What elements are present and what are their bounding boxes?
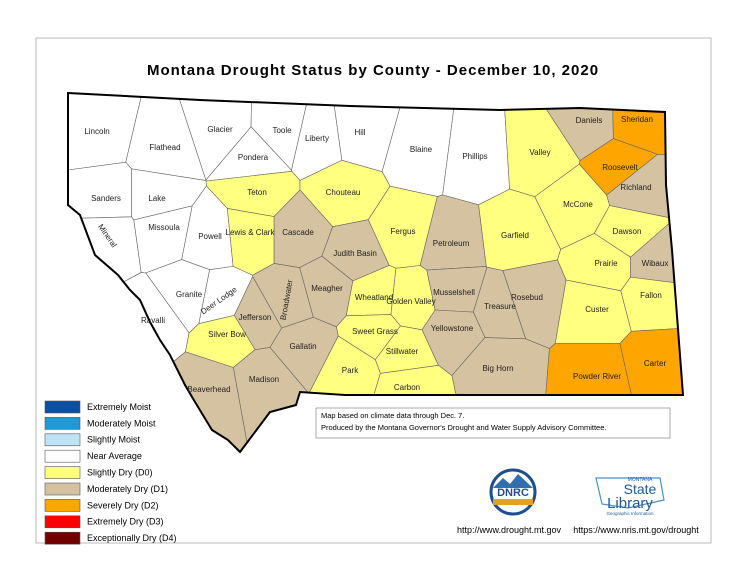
legend-swatch bbox=[44, 400, 81, 414]
county-label: Yellowstone bbox=[431, 324, 474, 333]
county-label: Wheatland bbox=[355, 293, 393, 302]
dnrc-logo: DNRC bbox=[489, 468, 537, 516]
county bbox=[545, 343, 632, 396]
county-label: Custer bbox=[585, 305, 609, 314]
county-label: Big Horn bbox=[482, 364, 513, 373]
county-label: Sheridan bbox=[621, 115, 653, 124]
legend-label: Slightly Dry (D0) bbox=[87, 467, 153, 477]
map-title: Montana Drought Status by County - Decem… bbox=[147, 62, 599, 79]
county-label: Jefferson bbox=[239, 313, 272, 322]
county-label: Silver Bow bbox=[208, 330, 246, 339]
legend-label: Extremely Dry (D3) bbox=[87, 517, 164, 527]
county-label: Meagher bbox=[311, 284, 343, 293]
county-label: Dawson bbox=[613, 227, 642, 236]
legend-swatch bbox=[44, 531, 81, 545]
state-outline bbox=[67, 91, 685, 454]
counties bbox=[67, 91, 685, 454]
county-label: Fallon bbox=[640, 291, 662, 300]
county-label: Golden Valley bbox=[386, 297, 435, 306]
county-label: Valley bbox=[529, 148, 550, 157]
legend-label: Moderately Moist bbox=[87, 418, 156, 428]
county-label: Sweet Grass bbox=[352, 327, 398, 336]
county-label: Lewis & Clark bbox=[226, 228, 276, 237]
county-label: Sanders bbox=[91, 194, 121, 203]
county-label: Madison bbox=[249, 375, 279, 384]
legend-swatch bbox=[44, 433, 81, 447]
logo-band bbox=[493, 499, 533, 505]
county-label: Liberty bbox=[305, 134, 329, 143]
county-label: Glacier bbox=[207, 125, 233, 134]
legend-swatch bbox=[44, 499, 81, 512]
county-label: Park bbox=[342, 366, 359, 375]
note: Produced by the Montana Governor's Droug… bbox=[321, 423, 606, 432]
legend-label: Exceptionally Dry (D4) bbox=[87, 533, 177, 543]
county-label: McCone bbox=[563, 200, 593, 209]
legend-swatch bbox=[44, 482, 81, 496]
legend-label: Extremely Moist bbox=[87, 402, 152, 412]
county bbox=[620, 276, 679, 332]
logo-text: Geographic Information bbox=[606, 511, 654, 516]
legend-swatch bbox=[44, 417, 81, 430]
link[interactable]: http://www.drought.mt.gov bbox=[457, 525, 562, 535]
county-label: Powell bbox=[198, 232, 222, 241]
county-label: Phillips bbox=[462, 152, 487, 161]
county-label: Lincoln bbox=[84, 127, 109, 136]
county-label: Pondera bbox=[238, 153, 269, 162]
legend-label: Slightly Moist bbox=[87, 435, 141, 445]
county-label: Lake bbox=[148, 194, 166, 203]
county-label: Petroleum bbox=[433, 239, 470, 248]
note-box bbox=[315, 407, 671, 439]
library-logo: MONTANA State Library Geographic Informa… bbox=[595, 477, 665, 516]
note: Map based on climate data through Dec. 7… bbox=[321, 411, 464, 420]
legend-swatch bbox=[44, 515, 81, 529]
county bbox=[227, 208, 275, 276]
county-label: Toole bbox=[272, 126, 292, 135]
county-label: Rosebud bbox=[511, 293, 543, 302]
county-label: Roosevelt bbox=[602, 163, 638, 172]
county-label: Chouteau bbox=[326, 188, 361, 197]
county-label: Wibaux bbox=[642, 259, 669, 268]
legend-swatch bbox=[44, 449, 81, 463]
county-label: Treasure bbox=[484, 302, 516, 311]
legend-swatch bbox=[44, 466, 81, 479]
logo-text: DNRC bbox=[497, 487, 529, 499]
county-label: Ravalli bbox=[141, 316, 165, 325]
county-label: Carbon bbox=[394, 383, 420, 392]
county-label: Flathead bbox=[149, 143, 180, 152]
county-label: Missoula bbox=[148, 223, 180, 232]
logo-mountain bbox=[493, 474, 533, 488]
county-label: Gallatin bbox=[289, 342, 316, 351]
county-label: Stillwater bbox=[386, 347, 419, 356]
county-label: Cascade bbox=[282, 228, 314, 237]
legend-label: Severely Dry (D2) bbox=[87, 500, 159, 510]
link[interactable]: https://www.nris.mt.gov/drought bbox=[573, 525, 699, 535]
county-label: Musselshell bbox=[433, 288, 475, 297]
county-labels: Lincoln Flathead Glacier Toole Liberty Hill Bl… bbox=[84, 115, 668, 394]
logo-text: State bbox=[624, 481, 657, 497]
logo-text: MONTANA bbox=[628, 477, 653, 483]
legend-label: Near Average bbox=[87, 451, 142, 461]
logo-text: Library bbox=[607, 495, 653, 512]
county-label: Garfield bbox=[501, 231, 529, 240]
county-label: Blaine bbox=[410, 145, 433, 154]
county bbox=[67, 161, 132, 219]
county-label: Fergus bbox=[391, 227, 416, 236]
legend-label: Moderately Dry (D1) bbox=[87, 484, 168, 494]
county-label: Granite bbox=[176, 290, 203, 299]
county-label: Judith Basin bbox=[333, 249, 377, 258]
county-label: Hill bbox=[354, 128, 365, 137]
logo-outline bbox=[595, 477, 665, 509]
county-label: Powder River bbox=[573, 372, 621, 381]
county-label: Prairie bbox=[594, 259, 618, 268]
county-label: Teton bbox=[247, 188, 267, 197]
county-label: Beaverhead bbox=[187, 385, 230, 394]
county-label: Carter bbox=[644, 359, 667, 368]
legend: Extremely Moist Moderately Moist Slightly … bbox=[44, 400, 177, 545]
county-label: Daniels bbox=[576, 116, 603, 125]
county-label: Richland bbox=[620, 183, 651, 192]
